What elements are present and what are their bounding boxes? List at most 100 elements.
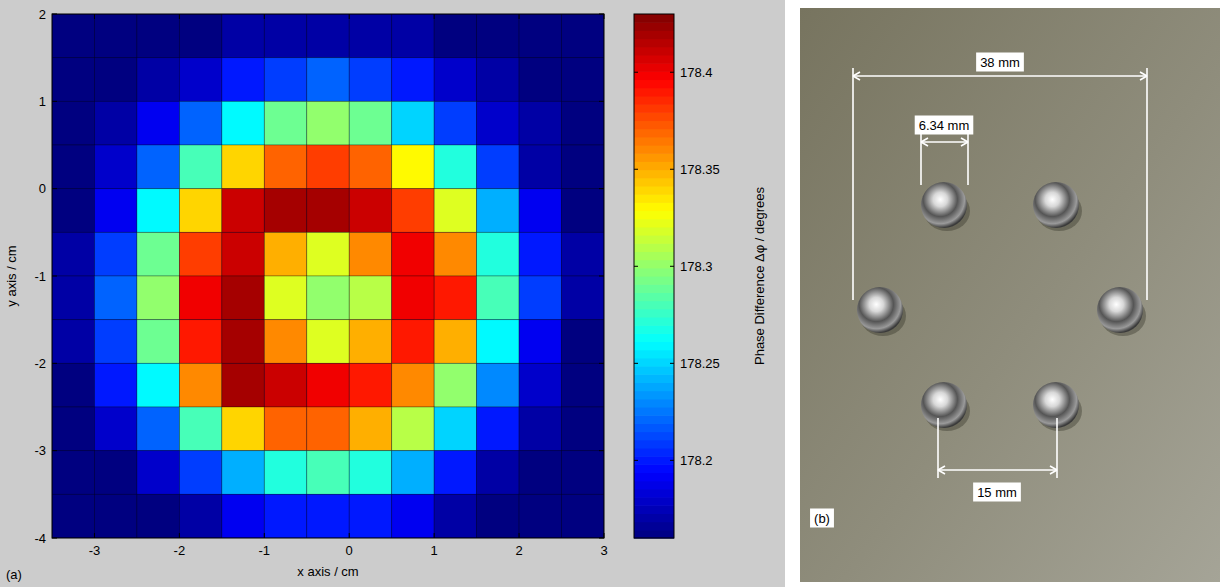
y-tick <box>52 188 57 189</box>
arrow-head <box>853 72 860 80</box>
heatmap-cell <box>52 189 94 233</box>
heatmap-cell <box>477 363 519 407</box>
extension-line <box>1146 68 1148 300</box>
colorbar-band <box>634 432 674 441</box>
colorbar-tick <box>670 363 674 364</box>
heatmap-cell <box>519 189 561 233</box>
heatmap-cell <box>392 320 434 364</box>
colorbar-band <box>634 382 674 391</box>
y-tick <box>599 363 604 364</box>
x-tick-label: -2 <box>174 543 186 558</box>
dimension-line <box>853 75 1147 77</box>
heatmap-cell <box>52 407 94 451</box>
heatmap-cell <box>434 189 476 233</box>
colorbar-tick <box>670 169 674 170</box>
heatmap-cell <box>477 407 519 451</box>
colorbar-band <box>634 55 674 64</box>
y-tick <box>599 101 604 102</box>
dimension-label: 38 mm <box>980 55 1020 70</box>
heatmap-cell <box>392 363 434 407</box>
heatmap-cell <box>94 145 136 189</box>
y-tick <box>599 450 604 451</box>
x-axis-title: x axis / cm <box>297 564 358 579</box>
heatmap-cell <box>392 494 434 538</box>
dimension-label-group: 6.34 mm <box>915 116 974 135</box>
colorbar-band <box>634 104 674 113</box>
colorbar-label: Phase Difference Δφ / degrees <box>752 186 767 365</box>
colorbar-band <box>634 161 674 170</box>
colorbar-band <box>634 309 674 318</box>
heatmap-cell <box>222 276 264 320</box>
heatmap-cell <box>222 14 264 58</box>
dimension-label-box <box>976 53 1024 72</box>
colorbar-band <box>634 505 674 514</box>
colorbar-tick-label: 178.25 <box>680 356 720 371</box>
heatmap-cell <box>519 232 561 276</box>
heatmap-cell <box>179 407 221 451</box>
heatmap-cell <box>222 101 264 145</box>
colorbar-band <box>634 71 674 80</box>
heatmap-cell <box>477 145 519 189</box>
colorbar-band <box>634 186 674 195</box>
heatmap-cell <box>434 145 476 189</box>
y-tick-label: -4 <box>34 531 46 546</box>
dimension-label: 6.34 mm <box>919 118 970 133</box>
heatmap-cell <box>477 494 519 538</box>
heatmap-cell <box>349 145 391 189</box>
heatmap-cell <box>137 451 179 495</box>
heatmap-cell <box>392 101 434 145</box>
heatmap-cell <box>562 320 604 364</box>
y-tick-label: 0 <box>39 181 46 196</box>
heatmap-cell <box>179 14 221 58</box>
x-tick <box>264 14 265 19</box>
heatmap-cell <box>222 363 264 407</box>
heatmap-cell <box>519 58 561 102</box>
x-tick <box>179 533 180 538</box>
heatmap-cell <box>519 14 561 58</box>
heatmap-cell <box>562 451 604 495</box>
panel-label: (a) <box>6 567 22 582</box>
colorbar-band <box>634 497 674 506</box>
heatmap-cell <box>137 494 179 538</box>
colorbar-tick <box>670 266 674 267</box>
x-tick <box>519 14 520 19</box>
panel-a-background <box>0 0 785 587</box>
heatmap-cell <box>222 145 264 189</box>
y-tick-label: 1 <box>39 94 46 109</box>
colorbar-band <box>634 456 674 465</box>
heatmap-cell <box>392 58 434 102</box>
heatmap-cell <box>94 14 136 58</box>
y-tick <box>599 276 604 277</box>
x-tick <box>519 533 520 538</box>
steel-ball <box>1033 382 1079 428</box>
heatmap-cell <box>264 320 306 364</box>
colorbar-band <box>634 473 674 482</box>
heatmap-cell <box>562 276 604 320</box>
heatmap-cell <box>349 101 391 145</box>
heatmap-cell <box>222 58 264 102</box>
colorbar-band <box>634 481 674 490</box>
arrow-head <box>921 138 928 146</box>
y-axis-title: y axis / cm <box>4 245 19 306</box>
heatmap-cell <box>477 276 519 320</box>
colorbar-band <box>634 170 674 179</box>
heatmap-cell <box>519 145 561 189</box>
colorbar-band <box>634 178 674 187</box>
heatmap-cell <box>434 320 476 364</box>
heatmap-cell <box>307 58 349 102</box>
heatmap-cell <box>52 145 94 189</box>
heatmap-cell <box>562 101 604 145</box>
heatmap-cell <box>562 494 604 538</box>
colorbar-tick <box>634 363 638 364</box>
heatmap-cell <box>137 407 179 451</box>
heatmap-cell <box>179 101 221 145</box>
heatmap-cell <box>477 189 519 233</box>
colorbar-band <box>634 194 674 203</box>
y-tick-label: -1 <box>34 269 46 284</box>
y-tick <box>52 450 57 451</box>
x-tick <box>94 533 95 538</box>
heatmap-cell <box>179 451 221 495</box>
heatmap-cell <box>349 189 391 233</box>
heatmap-cell <box>349 363 391 407</box>
colorbar-band <box>634 284 674 293</box>
